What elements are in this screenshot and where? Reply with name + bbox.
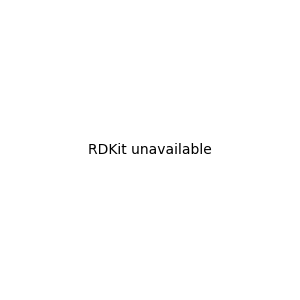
Text: RDKit unavailable: RDKit unavailable bbox=[88, 143, 212, 157]
